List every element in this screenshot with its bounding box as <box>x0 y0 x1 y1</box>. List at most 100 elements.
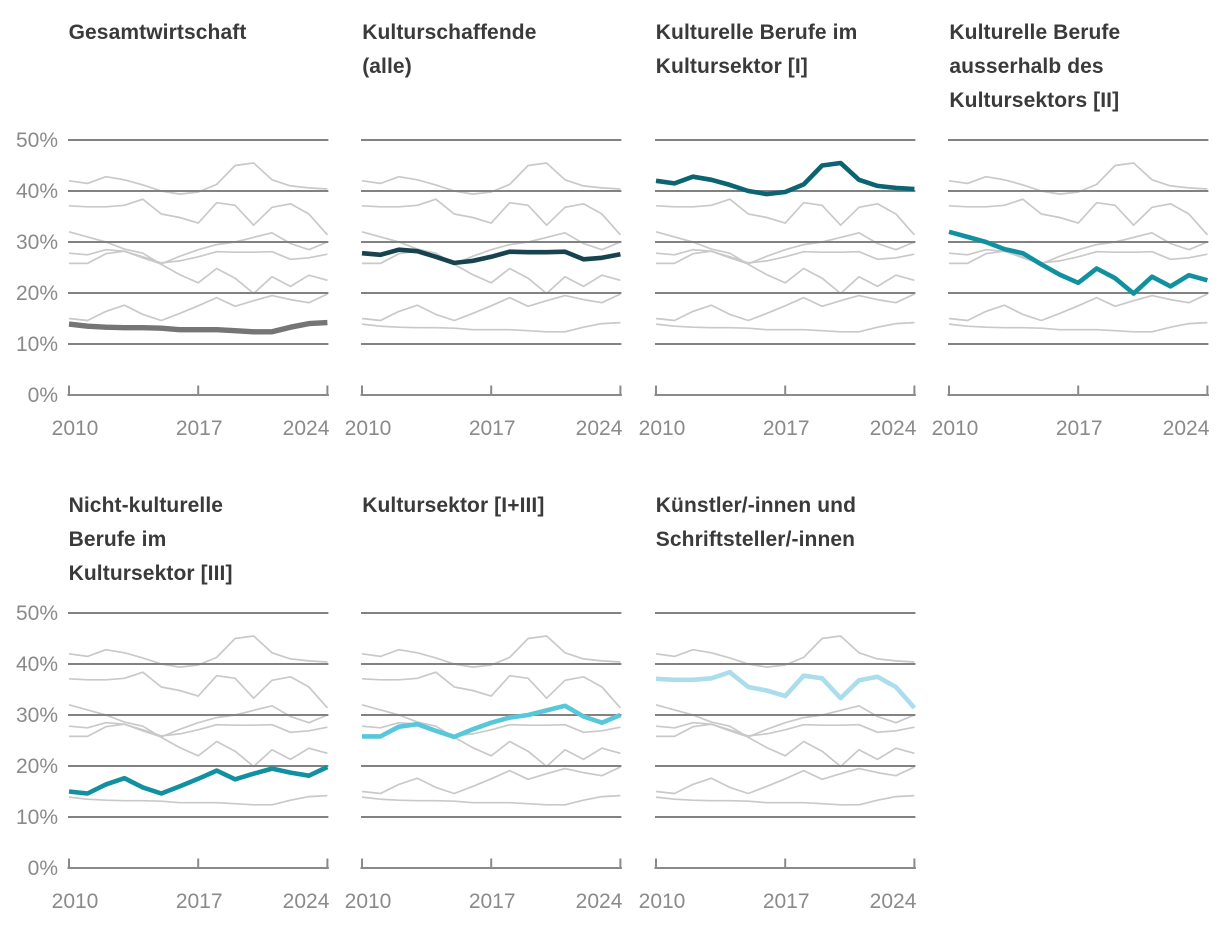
y-tick-label: 50% <box>16 602 58 625</box>
x-tick-label: 2017 <box>175 417 222 440</box>
panel-title-line: Schriftsteller/-innen <box>655 528 856 551</box>
background-line-kultursektor_gesamt <box>68 704 328 738</box>
panel-title-line: Kultursektors [II] <box>949 89 1120 112</box>
background-line-kulturelle_berufe_ausserhalb <box>655 230 915 295</box>
y-tick-label: 0% <box>27 857 57 880</box>
background-line-kulturschaffende_alle <box>655 721 915 737</box>
panel-title-line: Kultursektor [I+III] <box>362 494 545 517</box>
chart-nicht_kulturelle_berufe: 0% 10% 20% 30% 40% 50% 2010 2017 2024 <box>16 602 330 913</box>
x-tick-label: 2024 <box>282 417 329 440</box>
highlight-line-kulturschaffende_alle <box>361 247 622 266</box>
panel-title-line: Künstler/-innen und <box>655 494 857 517</box>
x-tick-label: 2017 <box>469 417 516 440</box>
background-line-kulturschaffende_alle <box>68 248 328 264</box>
x-tick-label: 2024 <box>576 417 623 440</box>
background-line-kulturelle_berufe_ausserhalb <box>68 230 328 295</box>
background-line-kulturelle_berufe_kultursektor <box>655 635 915 668</box>
panel-title-line: (alle) <box>362 55 412 78</box>
background-line-gesamtwirtschaft <box>362 321 621 333</box>
panel-title-nicht_kulturelle_berufe: Nicht-kulturelle Berufe im Kultursektor [I… <box>69 489 351 591</box>
background-line-kuenstler_schriftsteller <box>362 671 622 709</box>
panel-title-line: Kulturelle Berufe im <box>655 21 858 44</box>
panel-title-line: Kultursektor [III] <box>68 562 233 585</box>
y-tick-label: 10% <box>16 333 58 356</box>
x-tick-label: 2024 <box>282 890 329 913</box>
x-tick-label: 2017 <box>175 890 222 913</box>
background-line-kulturelle_berufe_kultursektor <box>362 162 621 195</box>
x-tick-label: 2024 <box>869 417 916 440</box>
y-tick-label: 30% <box>16 231 58 254</box>
background-line-kulturschaffende_alle <box>362 721 621 737</box>
x-tick-label: 2010 <box>638 417 685 440</box>
panel-title-line: Nicht-kulturelle <box>68 494 224 517</box>
chart-kultursektor_gesamt: 2010 2017 2024 <box>345 612 623 913</box>
x-tick-label: 2024 <box>576 890 623 913</box>
panel-title-kuenstler_schriftsteller: Künstler/-innen und Schriftsteller/-innen <box>656 489 938 557</box>
y-tick-label: 30% <box>16 704 58 727</box>
panel-title-line: ausserhalb des <box>949 55 1104 78</box>
highlight-line-gesamtwirtschaft <box>68 319 328 335</box>
background-line-kultursektor_gesamt <box>655 231 915 265</box>
y-tick-label: 0% <box>27 384 57 407</box>
background-line-kuenstler_schriftsteller <box>655 198 915 236</box>
background-line-kulturelle_berufe_kultursektor <box>362 635 621 668</box>
background-line-kulturschaffende_alle <box>68 721 328 737</box>
background-line-gesamtwirtschaft <box>655 794 915 806</box>
x-tick-label: 2024 <box>1163 417 1210 440</box>
x-tick-label: 2010 <box>932 417 979 440</box>
highlight-line-nicht_kulturelle_berufe <box>68 764 328 796</box>
background-line-kulturschaffende_alle <box>655 248 915 264</box>
chart-kulturelle_berufe_ausserhalb: 2010 2017 2024 <box>932 139 1210 440</box>
background-line-nicht_kulturelle_berufe <box>362 293 621 322</box>
background-line-gesamtwirtschaft <box>362 794 621 806</box>
background-line-kuenstler_schriftsteller <box>68 671 328 709</box>
background-line-kulturelle_berufe_ausserhalb <box>361 230 621 295</box>
x-tick-label: 2017 <box>469 890 516 913</box>
background-line-kultursektor_gesamt <box>655 704 915 738</box>
background-line-kultursektor_gesamt <box>68 231 328 265</box>
background-line-nicht_kulturelle_berufe <box>362 766 621 795</box>
x-tick-label: 2017 <box>763 890 810 913</box>
x-tick-label: 2010 <box>638 890 685 913</box>
background-line-kuenstler_schriftsteller <box>949 198 1209 236</box>
panel-title-line: Berufe im <box>68 528 167 551</box>
panel-title-kultursektor_gesamt: Kultursektor [I+III] <box>362 489 644 523</box>
y-tick-label: 20% <box>16 755 58 778</box>
background-line-nicht_kulturelle_berufe <box>655 766 915 795</box>
highlight-line-kuenstler_schriftsteller <box>655 669 916 710</box>
chart-kulturelle_berufe_kultursektor: 2010 2017 2024 <box>638 139 917 440</box>
chart-gesamtwirtschaft: 0% 10% 20% 30% 40% 50% 2010 2017 2024 <box>16 129 330 440</box>
background-line-kulturelle_berufe_kultursektor <box>949 162 1208 195</box>
background-line-kulturelle_berufe_ausserhalb <box>68 703 328 768</box>
background-line-kulturschaffende_alle <box>949 248 1208 264</box>
x-tick-label: 2010 <box>345 890 392 913</box>
background-line-nicht_kulturelle_berufe <box>655 293 915 322</box>
background-line-gesamtwirtschaft <box>68 794 328 806</box>
panel-title-kulturelle_berufe_ausserhalb: Kulturelle Berufe ausserhalb des Kultursek… <box>949 16 1220 118</box>
background-line-kulturelle_berufe_kultursektor <box>68 635 328 668</box>
background-line-kuenstler_schriftsteller <box>68 198 328 236</box>
y-tick-label: 40% <box>16 180 58 203</box>
highlight-line-kulturelle_berufe_ausserhalb <box>948 229 1209 296</box>
background-line-gesamtwirtschaft <box>949 321 1208 333</box>
x-tick-label: 2010 <box>345 417 392 440</box>
panel-title-line: Kultursektor [I] <box>655 55 808 78</box>
y-tick-label: 20% <box>16 282 58 305</box>
x-tick-label: 2010 <box>51 417 98 440</box>
background-line-kuenstler_schriftsteller <box>362 198 622 236</box>
x-tick-label: 2024 <box>869 890 916 913</box>
background-line-nicht_kulturelle_berufe <box>949 293 1209 322</box>
y-tick-label: 50% <box>16 129 58 152</box>
background-line-gesamtwirtschaft <box>655 321 915 333</box>
y-tick-label: 40% <box>16 653 58 676</box>
panel-title-kulturschaffende_alle: Kulturschaffende (alle) <box>362 16 644 84</box>
background-line-nicht_kulturelle_berufe <box>68 293 328 322</box>
chart-kulturschaffende_alle: 2010 2017 2024 <box>345 139 623 440</box>
background-line-kulturelle_berufe_kultursektor <box>68 162 328 195</box>
highlight-line-kultursektor_gesamt <box>362 703 622 740</box>
background-line-kulturelle_berufe_ausserhalb <box>655 703 915 768</box>
panel-title-line: Kulturelle Berufe <box>949 21 1121 44</box>
highlight-line-kulturelle_berufe_kultursektor <box>655 160 915 197</box>
panel-title-line: Kulturschaffende <box>362 21 537 44</box>
